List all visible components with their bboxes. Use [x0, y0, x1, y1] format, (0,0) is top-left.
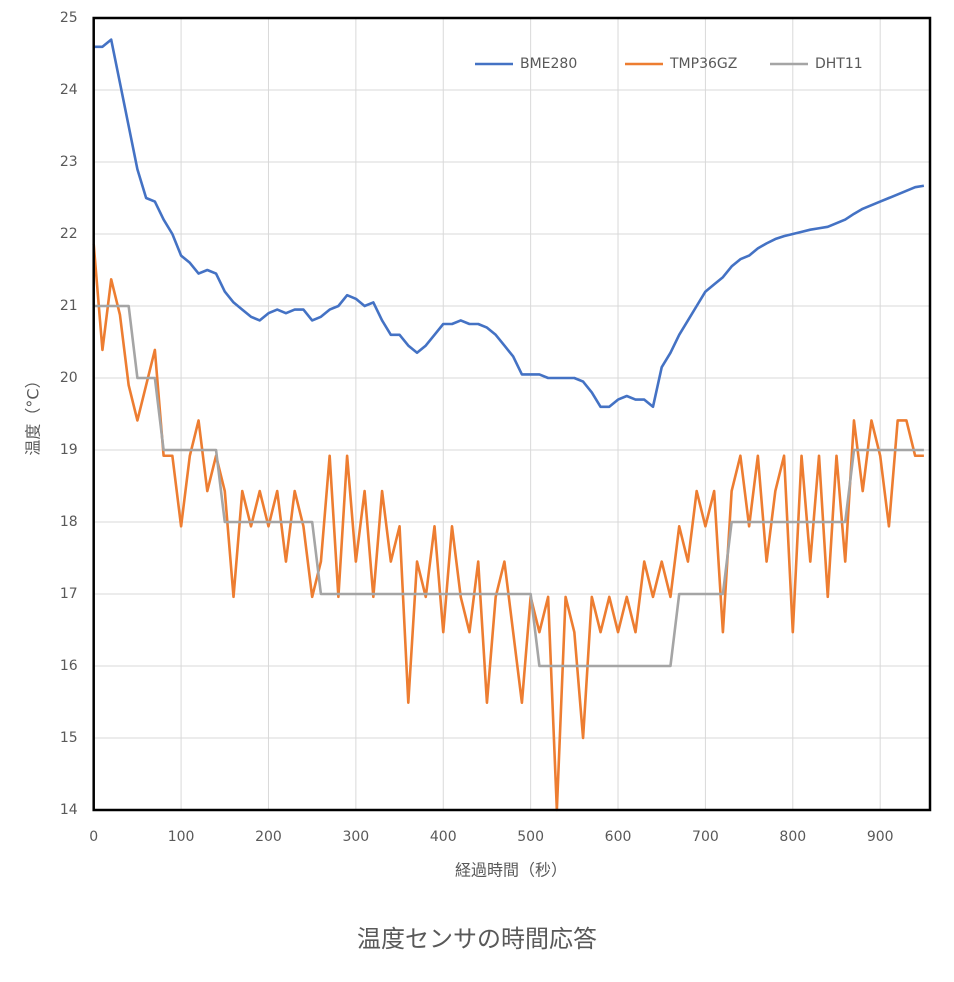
- y-axis-title: 温度（°C）: [24, 372, 43, 455]
- y-tick-label: 15: [60, 730, 78, 746]
- y-tick-label: 19: [60, 442, 78, 458]
- legend-label: DHT11: [815, 56, 863, 72]
- x-tick-label: 900: [867, 829, 894, 845]
- y-tick-label: 16: [60, 658, 78, 674]
- x-axis-title: 経過時間（秒）: [455, 861, 567, 880]
- x-tick-label: 700: [692, 829, 719, 845]
- legend-label: TMP36GZ: [669, 56, 737, 72]
- y-tick-label: 20: [60, 370, 78, 386]
- x-tick-label: 800: [779, 829, 806, 845]
- series-line: [93, 38, 925, 409]
- x-tick-label: 300: [342, 829, 369, 845]
- series-line: [93, 304, 924, 668]
- chart-title: 温度センサの時間応答: [357, 925, 597, 953]
- y-tick-label: 22: [60, 226, 78, 242]
- y-tick-label: 25: [60, 10, 78, 26]
- y-tick-label: 14: [60, 802, 78, 818]
- y-tick-label: 24: [60, 82, 78, 98]
- x-tick-label: 100: [168, 829, 195, 845]
- x-tick-label: 600: [605, 829, 632, 845]
- y-tick-label: 21: [60, 298, 78, 314]
- x-tick-label: 500: [517, 829, 544, 845]
- y-tick-label: 18: [60, 514, 78, 530]
- x-tick-label: 0: [89, 829, 98, 845]
- series-line: [92, 243, 924, 812]
- x-tick-label: 400: [430, 829, 457, 845]
- x-tick-label: 200: [255, 829, 282, 845]
- legend-label: BME280: [520, 56, 577, 72]
- plot-frame: [92, 16, 932, 812]
- y-tick-label: 23: [60, 154, 78, 170]
- y-tick-label: 17: [60, 586, 78, 602]
